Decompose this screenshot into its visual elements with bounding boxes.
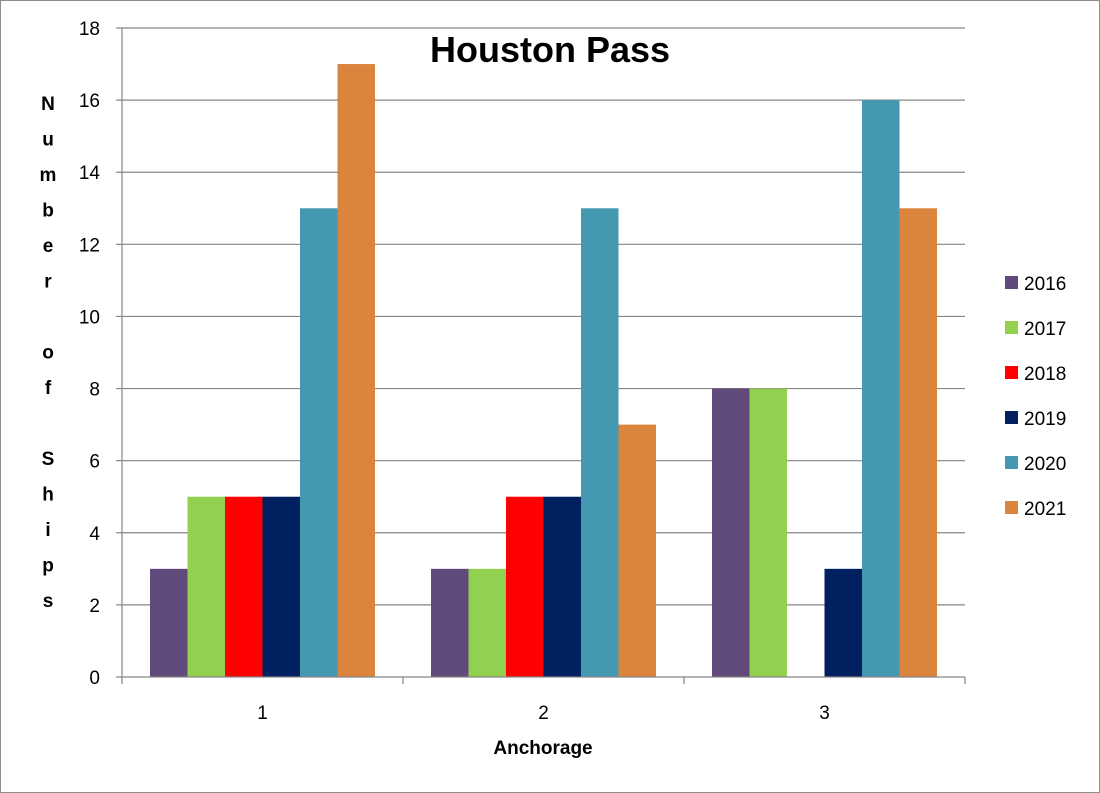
chart-title: Houston Pass bbox=[430, 29, 670, 70]
legend-label-2016: 2016 bbox=[1024, 274, 1066, 295]
y-tick-label: 10 bbox=[79, 307, 100, 328]
bars bbox=[150, 64, 937, 678]
legend-label-2017: 2017 bbox=[1024, 319, 1066, 340]
y-tick-labels: 0 2 4 6 8 10 12 14 16 18 bbox=[79, 19, 101, 689]
axes bbox=[121, 28, 966, 684]
bar-2016-anchorage-2 bbox=[431, 568, 469, 677]
x-tick-labels: 1 2 3 bbox=[257, 703, 830, 724]
bar-2020-anchorage-1 bbox=[300, 208, 338, 677]
y-tick-label: 18 bbox=[79, 19, 100, 40]
bar-2020-anchorage-2 bbox=[581, 208, 619, 677]
y-tick-label: 2 bbox=[89, 596, 100, 617]
legend-swatch-2016 bbox=[1005, 276, 1018, 289]
bar-2019-anchorage-2 bbox=[543, 496, 581, 677]
x-axis-title: Anchorage bbox=[493, 738, 592, 759]
bar-2018-anchorage-1 bbox=[225, 496, 263, 677]
bar-2019-anchorage-3 bbox=[824, 568, 862, 677]
x-tick-label: 3 bbox=[819, 703, 830, 724]
bar-2018-anchorage-2 bbox=[506, 496, 544, 677]
legend-swatch-2017 bbox=[1005, 321, 1018, 334]
legend: 2016 2017 2018 2019 2020 2021 bbox=[1005, 274, 1066, 520]
legend-label-2018: 2018 bbox=[1024, 364, 1066, 385]
legend-swatch-2021 bbox=[1005, 501, 1018, 514]
bar-2020-anchorage-3 bbox=[862, 100, 900, 678]
y-tick-label: 6 bbox=[89, 452, 100, 473]
bar-2021-anchorage-3 bbox=[899, 208, 937, 677]
bar-2016-anchorage-3 bbox=[712, 388, 750, 677]
bar-2021-anchorage-2 bbox=[618, 424, 656, 677]
legend-swatch-2020 bbox=[1005, 456, 1018, 469]
bar-2016-anchorage-1 bbox=[150, 568, 188, 677]
bar-2017-anchorage-3 bbox=[749, 388, 787, 677]
legend-label-2019: 2019 bbox=[1024, 409, 1066, 430]
y-tick-label: 12 bbox=[79, 235, 100, 256]
y-tick-label: 4 bbox=[89, 524, 100, 545]
bar-2021-anchorage-1 bbox=[337, 64, 375, 678]
legend-label-2021: 2021 bbox=[1024, 499, 1066, 520]
bar-2017-anchorage-1 bbox=[187, 496, 225, 677]
legend-swatch-2019 bbox=[1005, 411, 1018, 424]
legend-label-2020: 2020 bbox=[1024, 454, 1066, 475]
y-tick-label: 16 bbox=[79, 91, 100, 112]
x-tick-label: 1 bbox=[257, 703, 268, 724]
y-tick-label: 14 bbox=[79, 163, 101, 184]
bar-2017-anchorage-2 bbox=[468, 568, 506, 677]
y-tick-label: 0 bbox=[89, 668, 100, 689]
legend-swatch-2018 bbox=[1005, 366, 1018, 379]
x-tick-label: 2 bbox=[538, 703, 549, 724]
bar-2019-anchorage-1 bbox=[262, 496, 300, 677]
y-tick-label: 8 bbox=[89, 380, 100, 401]
